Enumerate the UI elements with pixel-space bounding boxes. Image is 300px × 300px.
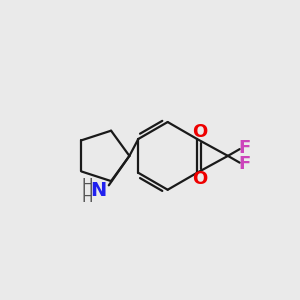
- Text: H: H: [82, 190, 93, 206]
- Text: H: H: [82, 178, 93, 193]
- Text: F: F: [238, 139, 250, 157]
- Text: N: N: [90, 181, 106, 200]
- Text: O: O: [192, 170, 207, 188]
- Text: F: F: [238, 155, 250, 173]
- Text: O: O: [192, 124, 207, 142]
